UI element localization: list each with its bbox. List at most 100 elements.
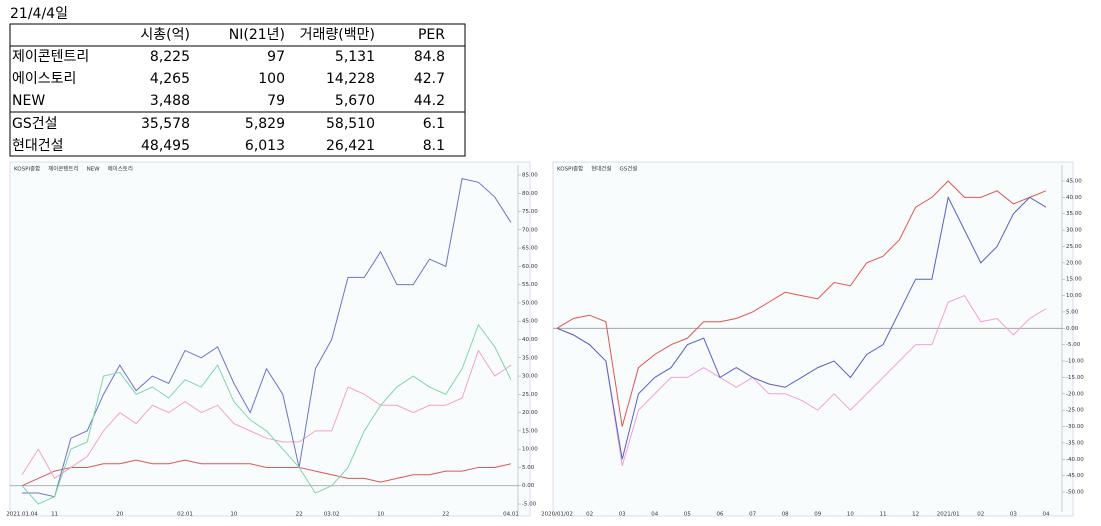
table-border bbox=[9, 23, 466, 157]
series-line bbox=[21, 323, 512, 505]
x-tick-label: 04 bbox=[651, 512, 658, 518]
y-tick-label: 5.00 bbox=[1066, 309, 1079, 315]
series-line bbox=[556, 180, 1047, 427]
table-header: 시총(억) bbox=[140, 27, 190, 43]
x-tick-label: 03 bbox=[619, 512, 626, 518]
table-cell: 26,421 bbox=[326, 138, 375, 154]
table-cell: 84.8 bbox=[414, 49, 445, 65]
series-line bbox=[21, 459, 512, 487]
y-tick-label: 20.00 bbox=[1066, 260, 1082, 266]
table-cell: 5,131 bbox=[335, 49, 375, 65]
y-tick-label: -10.00 bbox=[1066, 359, 1084, 365]
content: 시총(억) NI(21년) 거래량(백만) PER 제이콘텐트리 8,225 97 5,131… bbox=[6, 27, 1084, 518]
legend-entry: KOSPI종합 bbox=[14, 165, 40, 173]
y-tick-label: 0.00 bbox=[1066, 326, 1079, 332]
y-tick-label: 85.00 bbox=[522, 173, 538, 179]
table-cell: 44.2 bbox=[414, 93, 445, 109]
legend-entry: 현대건설 bbox=[591, 165, 611, 173]
y-tick-label: 20.00 bbox=[522, 410, 538, 416]
chart-panel bbox=[552, 161, 1074, 517]
y-tick-label: 10.00 bbox=[1066, 293, 1082, 299]
x-tick-label: 04.01 bbox=[503, 512, 519, 518]
table-cell: 8.1 bbox=[423, 138, 445, 154]
row-label: GS건설 bbox=[12, 116, 58, 132]
series-line bbox=[22, 178, 512, 498]
y-tick-label: 70.00 bbox=[522, 227, 538, 233]
y-tick-label: 50.00 bbox=[522, 300, 538, 306]
x-tick-label: 11 bbox=[880, 512, 887, 518]
row-label: 에이스토리 bbox=[12, 71, 76, 87]
table-cell: 3,488 bbox=[150, 93, 190, 109]
legend-entry: NEW bbox=[87, 167, 101, 173]
y-tick-label: 55.00 bbox=[522, 282, 538, 288]
y-tick-label: -5.00 bbox=[522, 502, 537, 508]
y-tick-label: 0.00 bbox=[522, 483, 535, 489]
x-tick-label: 09 bbox=[814, 512, 821, 518]
x-tick-label: 02.01 bbox=[177, 512, 193, 518]
x-tick-label: 08 bbox=[782, 512, 789, 518]
legend-entry: GS건설 bbox=[619, 165, 637, 173]
y-tick-label: -35.00 bbox=[1066, 440, 1084, 446]
y-tick-label: 5.00 bbox=[522, 465, 535, 471]
series-line bbox=[556, 195, 1047, 460]
x-tick-label: 10 bbox=[230, 512, 237, 518]
table-cell: 5,670 bbox=[335, 93, 375, 109]
table-cell: 58,510 bbox=[326, 116, 375, 132]
table-cell: 97 bbox=[267, 49, 285, 65]
y-tick-label: 30.00 bbox=[1066, 228, 1082, 234]
y-tick-label: 35.00 bbox=[1066, 211, 1082, 217]
y-tick-label: 60.00 bbox=[522, 264, 538, 270]
legend-entry: KOSPI종합 bbox=[557, 165, 583, 173]
x-tick-label: 06 bbox=[717, 512, 724, 518]
x-tick-label: 22 bbox=[442, 512, 449, 518]
x-tick-label: 2021/01 bbox=[937, 512, 960, 518]
y-tick-label: -40.00 bbox=[1066, 457, 1084, 463]
x-tick-label: 2020/01/02 bbox=[541, 512, 573, 518]
table-cell: 5,829 bbox=[245, 116, 285, 132]
y-tick-label: -30.00 bbox=[1066, 424, 1084, 430]
x-tick-label: 20 bbox=[116, 512, 123, 518]
y-tick-label: 25.00 bbox=[522, 392, 538, 398]
y-tick-label: 45.00 bbox=[522, 319, 538, 325]
y-tick-label: -50.00 bbox=[1066, 490, 1084, 496]
x-tick-label: 10 bbox=[377, 512, 384, 518]
table-cell: 4,265 bbox=[150, 71, 190, 87]
x-tick-label: 03.02 bbox=[324, 512, 340, 518]
series-line bbox=[556, 294, 1047, 466]
y-tick-label: 80.00 bbox=[522, 191, 538, 197]
y-tick-label: 15.00 bbox=[1066, 277, 1082, 283]
y-tick-label: -25.00 bbox=[1066, 408, 1084, 414]
y-tick-label: 75.00 bbox=[522, 209, 538, 215]
x-tick-label: 2021.01.04 bbox=[6, 512, 38, 518]
y-tick-label: 40.00 bbox=[1066, 195, 1082, 201]
y-tick-label: 25.00 bbox=[1066, 244, 1082, 250]
y-tick-label: 35.00 bbox=[522, 355, 538, 361]
y-tick-label: 40.00 bbox=[522, 337, 538, 343]
x-tick-label: 03 bbox=[1010, 512, 1017, 518]
x-tick-label: 22 bbox=[296, 512, 303, 518]
legend-entry: 제이콘텐트리 bbox=[48, 165, 78, 173]
table-header: PER bbox=[418, 27, 445, 43]
x-tick-label: 07 bbox=[749, 512, 756, 518]
row-label: 현대건설 bbox=[12, 138, 64, 154]
legend-entry: 에이스토리 bbox=[108, 165, 133, 173]
x-tick-label: 12 bbox=[912, 512, 919, 518]
chart-panel bbox=[9, 161, 531, 517]
date-label: 21/4/4일 bbox=[10, 6, 68, 22]
table-cell: 79 bbox=[267, 93, 285, 109]
table-cell: 48,495 bbox=[141, 138, 190, 154]
y-tick-label: 15.00 bbox=[522, 428, 538, 434]
table-cell: 42.7 bbox=[414, 71, 445, 87]
series-line bbox=[21, 349, 512, 480]
y-tick-label: 30.00 bbox=[522, 374, 538, 380]
x-tick-label: 05 bbox=[684, 512, 691, 518]
table-cell: 100 bbox=[258, 71, 285, 87]
row-label: 제이콘텐트리 bbox=[12, 49, 89, 65]
table-cell: 8,225 bbox=[150, 49, 190, 65]
x-tick-label: 11 bbox=[51, 512, 58, 518]
y-tick-label: -5.00 bbox=[1066, 342, 1081, 348]
table-cell: 6,013 bbox=[245, 138, 285, 154]
x-tick-label: 04 bbox=[1043, 512, 1050, 518]
x-tick-label: 02 bbox=[586, 512, 593, 518]
